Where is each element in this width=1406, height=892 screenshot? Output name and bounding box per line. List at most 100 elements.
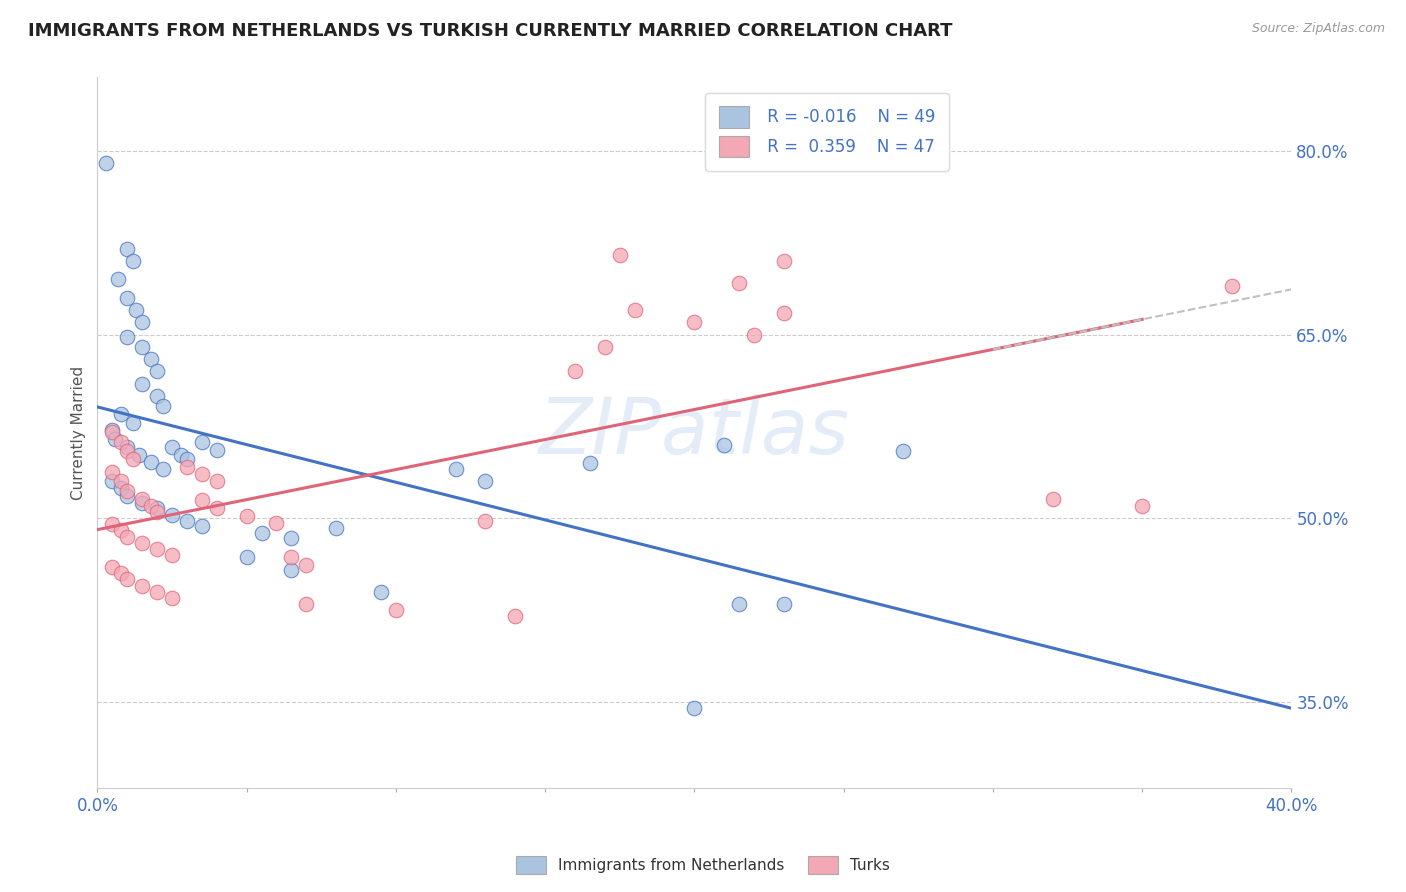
Text: Source: ZipAtlas.com: Source: ZipAtlas.com — [1251, 22, 1385, 36]
Point — [728, 276, 751, 290]
Point — [101, 517, 124, 532]
Point — [122, 416, 145, 430]
Point — [107, 272, 129, 286]
Point — [609, 248, 631, 262]
Point — [110, 481, 132, 495]
Point — [110, 435, 132, 450]
Point — [110, 524, 132, 538]
Point — [122, 452, 145, 467]
Point — [191, 492, 214, 507]
Point — [115, 242, 138, 256]
Point — [773, 254, 796, 268]
Point — [191, 435, 214, 450]
Point — [152, 399, 174, 413]
Point — [115, 440, 138, 454]
Point — [623, 303, 645, 318]
Point — [444, 462, 467, 476]
Point — [146, 505, 169, 519]
Point — [125, 303, 148, 318]
Point — [160, 591, 183, 605]
Point — [139, 455, 162, 469]
Point — [295, 597, 318, 611]
Text: IMMIGRANTS FROM NETHERLANDS VS TURKISH CURRENTLY MARRIED CORRELATION CHART: IMMIGRANTS FROM NETHERLANDS VS TURKISH C… — [28, 22, 953, 40]
Point — [773, 305, 796, 319]
Legend:  R = -0.016    N = 49,  R =  0.359    N = 47: R = -0.016 N = 49, R = 0.359 N = 47 — [706, 93, 949, 170]
Point — [683, 701, 706, 715]
Point — [110, 475, 132, 489]
Point — [474, 514, 496, 528]
Point — [170, 448, 193, 462]
Point — [146, 541, 169, 556]
Point — [101, 423, 124, 437]
Point — [593, 340, 616, 354]
Point — [115, 443, 138, 458]
Point — [1130, 499, 1153, 513]
Point — [146, 389, 169, 403]
Point — [280, 563, 302, 577]
Point — [146, 364, 169, 378]
Point — [266, 516, 288, 530]
Point — [564, 364, 586, 378]
Point — [385, 603, 408, 617]
Legend: Immigrants from Netherlands, Turks: Immigrants from Netherlands, Turks — [509, 850, 897, 880]
Point — [131, 340, 153, 354]
Point — [110, 407, 132, 421]
Point — [235, 508, 257, 523]
Point — [474, 475, 496, 489]
Point — [325, 521, 347, 535]
Point — [205, 501, 228, 516]
Point — [773, 597, 796, 611]
Point — [191, 518, 214, 533]
Point — [160, 508, 183, 522]
Point — [101, 560, 124, 574]
Point — [110, 566, 132, 581]
Point — [146, 501, 169, 516]
Point — [176, 452, 198, 467]
Point — [131, 315, 153, 329]
Point — [295, 558, 318, 572]
Point — [1220, 278, 1243, 293]
Y-axis label: Currently Married: Currently Married — [72, 366, 86, 500]
Point — [205, 442, 228, 457]
Point — [176, 459, 198, 474]
Text: ZIPatlas: ZIPatlas — [538, 394, 849, 470]
Point — [205, 475, 228, 489]
Point — [131, 578, 153, 592]
Point — [160, 440, 183, 454]
Point — [101, 475, 124, 489]
Point — [146, 584, 169, 599]
Point — [235, 550, 257, 565]
Point — [579, 456, 602, 470]
Point — [280, 550, 302, 565]
Point — [115, 291, 138, 305]
Point — [115, 484, 138, 499]
Point — [370, 584, 392, 599]
Point — [101, 425, 124, 440]
Point — [176, 514, 198, 528]
Point — [131, 376, 153, 391]
Point — [713, 438, 735, 452]
Point — [191, 467, 214, 482]
Point — [683, 315, 706, 329]
Point — [101, 465, 124, 479]
Point — [160, 548, 183, 562]
Point — [139, 499, 162, 513]
Point — [131, 496, 153, 510]
Point — [893, 443, 915, 458]
Point — [104, 432, 127, 446]
Point — [152, 462, 174, 476]
Point — [115, 489, 138, 503]
Point — [139, 351, 162, 366]
Point — [128, 448, 150, 462]
Point — [250, 525, 273, 540]
Point — [115, 530, 138, 544]
Point — [96, 156, 118, 170]
Point — [1042, 491, 1064, 506]
Point — [742, 327, 765, 342]
Point — [728, 597, 751, 611]
Point — [115, 573, 138, 587]
Point — [122, 254, 145, 268]
Point — [115, 330, 138, 344]
Point — [280, 531, 302, 545]
Point — [131, 491, 153, 506]
